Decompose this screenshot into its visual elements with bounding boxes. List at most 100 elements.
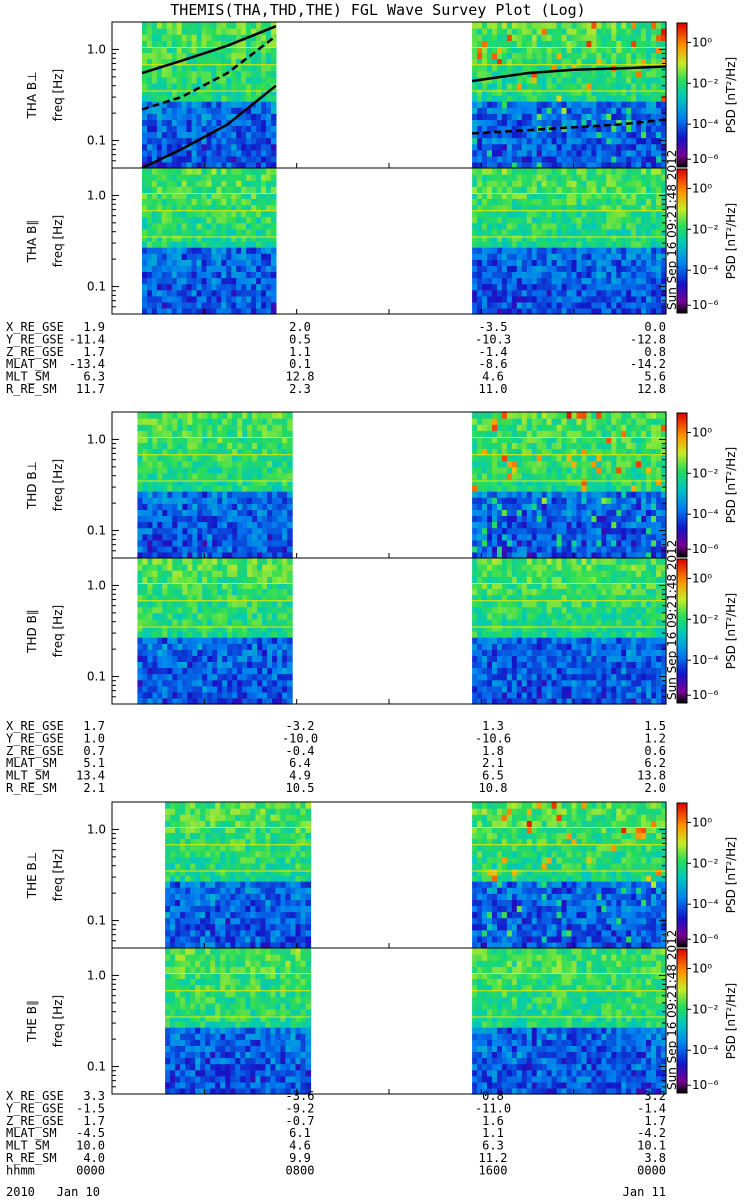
spectrogram-cell [621, 88, 627, 96]
spectrogram-cell [616, 539, 622, 547]
spectrogram-cell [531, 168, 538, 175]
spectrogram-cell [611, 521, 617, 529]
spectrogram-cell [221, 222, 227, 230]
spectrogram-cell [166, 192, 173, 199]
spectrogram-cell [566, 478, 573, 486]
spectrogram-cell [611, 28, 617, 35]
spectrogram-cell [492, 259, 498, 266]
spectrogram-cell [171, 46, 178, 53]
spectrogram-cell [477, 180, 483, 187]
spectrogram-cell [206, 174, 213, 181]
spectrogram-cell [191, 192, 198, 199]
spectrogram-cell [177, 448, 183, 456]
spectrogram-cell [251, 253, 257, 260]
spectrogram-cell [546, 222, 553, 230]
spectrogram-cell [596, 46, 602, 53]
spectrogram-cell [531, 271, 538, 279]
spectrogram-cell [651, 155, 657, 163]
spectrogram-cell [526, 161, 533, 169]
spectrogram-cell [516, 527, 523, 535]
spectrogram-cell [546, 448, 553, 456]
spectrogram-cell [656, 442, 662, 450]
spectrogram-cell [487, 40, 493, 47]
spectrogram-cell [511, 478, 518, 486]
spectrogram-cell [241, 137, 247, 145]
spectrogram-cell [151, 125, 158, 133]
spectrogram-cell [516, 259, 523, 266]
spectrogram-cell [206, 247, 213, 254]
spectrogram-cell [246, 289, 252, 297]
spectrogram-cell [501, 460, 508, 468]
spectrogram-cell [147, 277, 153, 285]
spectrogram-cell [231, 277, 237, 285]
spectrogram-cell [516, 52, 523, 60]
spectrogram-cell [176, 253, 183, 260]
spectrogram-cell [187, 454, 193, 462]
spectrogram-cell [167, 448, 173, 456]
spectrogram-cell [636, 210, 642, 218]
spectrogram-cell [201, 265, 208, 272]
spectrogram-cell [551, 101, 558, 108]
spectrogram-cell [606, 289, 612, 297]
spectrogram-cell [571, 143, 578, 151]
spectrogram-cell [641, 478, 647, 486]
spectrogram-cell [226, 271, 232, 279]
spectrogram-cell [611, 168, 617, 175]
spectrogram-cell [616, 234, 622, 242]
spectrogram-cell [646, 46, 652, 53]
spectrogram-cell [252, 424, 258, 431]
spectrogram-cell [236, 137, 242, 145]
spectrogram-cell [521, 64, 528, 72]
spectrogram-cell [581, 198, 588, 206]
spectrogram-cell [641, 503, 647, 510]
spectrogram-cell [501, 424, 508, 431]
spectrogram-cell [661, 491, 667, 498]
spectrogram-cell [211, 34, 217, 41]
spectrogram-cell [571, 259, 578, 266]
spectrogram-cell [497, 503, 503, 510]
spectrogram-cell [156, 180, 163, 187]
spectrogram-cell [641, 204, 647, 212]
spectrogram-cell [591, 497, 597, 504]
spectrogram-cell [571, 485, 578, 492]
spectrogram-cell [232, 430, 238, 437]
spectrogram-cell [197, 539, 203, 547]
spectrogram-cell [576, 40, 583, 47]
spectrogram-cell [611, 418, 617, 425]
spectrogram-cell [516, 418, 523, 425]
spectrogram-cell [581, 95, 588, 102]
spectrogram-cell [606, 418, 612, 425]
spectrogram-cell [586, 76, 593, 84]
spectrogram-cell [181, 107, 188, 114]
spectrogram-cell [626, 265, 632, 272]
spectrogram-cell [641, 307, 647, 315]
spectrogram-cell [631, 301, 637, 309]
spectrogram-cell [206, 82, 213, 90]
spectrogram-cell [631, 95, 637, 102]
spectrogram-cell [497, 412, 503, 419]
spectrogram-cell [561, 478, 568, 486]
spectrogram-cell [521, 40, 528, 47]
spectrogram-cell [206, 259, 213, 266]
spectrogram-cell [256, 28, 262, 35]
spectrogram-cell [176, 40, 183, 47]
spectrogram-cell [482, 448, 488, 456]
spectrogram-cell [270, 216, 277, 224]
spectrogram-cell [566, 497, 573, 504]
spectrogram-cell [606, 539, 612, 547]
spectrogram-cell [251, 180, 257, 187]
spectrogram-cell [631, 58, 637, 66]
spectrogram-cell [472, 503, 478, 510]
spectrogram-cell [596, 210, 602, 218]
spectrogram-cell [472, 527, 478, 535]
spectrogram-cell [651, 137, 657, 145]
spectrogram-cell [227, 527, 233, 535]
spectrogram-cell [196, 168, 203, 175]
spectrogram-cell [492, 137, 498, 145]
spectrogram-cell [232, 551, 238, 559]
spectrogram-cell [541, 430, 548, 437]
spectrogram-cell [601, 247, 607, 254]
spectrogram-cell [261, 204, 267, 212]
spectrogram-cell [576, 119, 583, 126]
spectrogram-cell [142, 222, 148, 230]
